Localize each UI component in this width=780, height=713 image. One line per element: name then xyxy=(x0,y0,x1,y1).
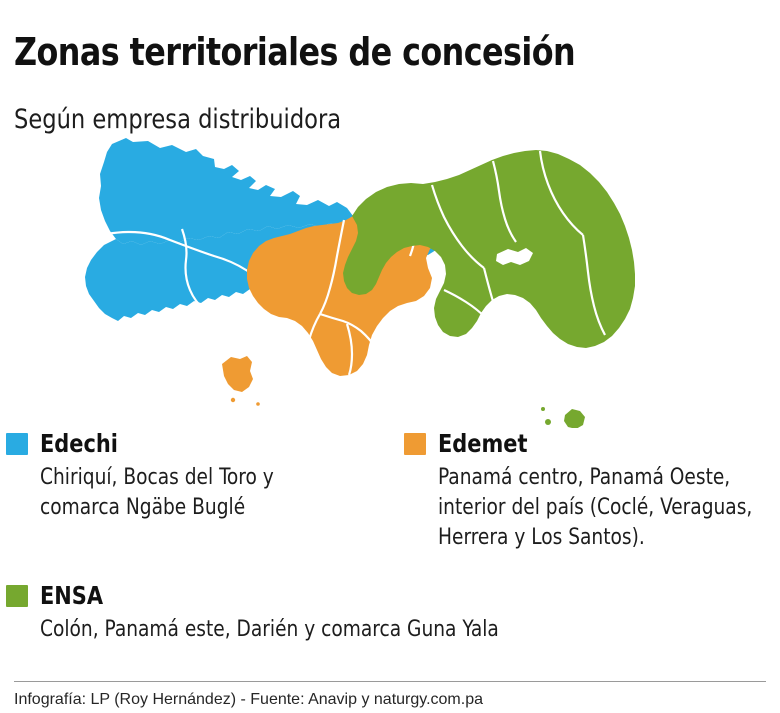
map-islet-1 xyxy=(230,397,236,403)
map-boundary-herrera-lossantos xyxy=(345,323,354,376)
legend-item-edechi: Edechi Chiriquí, Bocas del Toro y comarc… xyxy=(6,431,386,523)
map-boundary-darien-west xyxy=(443,288,487,319)
map-svg xyxy=(85,138,635,428)
legend-swatch-ensa-icon xyxy=(6,585,28,607)
legend-head-edechi: Edechi xyxy=(6,431,386,457)
map-legend: Edechi Chiriquí, Bocas del Toro y comarc… xyxy=(0,425,780,675)
map-islet-2 xyxy=(256,402,260,406)
legend-description-edechi: Chiriquí, Bocas del Toro y comarca Ngäbe… xyxy=(40,465,274,520)
legend-description-ensa: Colón, Panamá este, Darién y comarca Gun… xyxy=(40,617,499,642)
map-boundary-chiriqui-ngabe xyxy=(180,228,206,311)
footer-divider xyxy=(14,681,766,682)
map-lake-gatun xyxy=(432,156,467,172)
legend-name-ensa: ENSA xyxy=(40,581,104,610)
legend-name-edechi: Edechi xyxy=(40,429,118,458)
map-area-bocas-del-toro xyxy=(99,138,353,245)
map-boundary-panamaeste-darien xyxy=(581,234,606,336)
legend-item-edemet: Edemet Panamá centro, Panamá Oeste, inte… xyxy=(404,431,776,553)
map-islet-perlas-1 xyxy=(545,419,551,425)
map-boundary-azuero-west xyxy=(304,313,321,369)
map-lake-bayano xyxy=(496,248,533,265)
map-area-colon-gunayala-darien xyxy=(343,150,635,348)
map-boundary-veraguas-cocle xyxy=(319,219,346,315)
map-boundary-gunayala-panamaeste xyxy=(538,150,584,236)
legend-name-edemet: Edemet xyxy=(438,429,528,458)
legend-swatch-edechi-icon xyxy=(6,433,28,455)
panama-concession-map xyxy=(0,128,780,428)
legend-description-edemet: Panamá centro, Panamá Oeste, interior de… xyxy=(438,465,753,550)
legend-head-edemet: Edemet xyxy=(404,431,776,457)
map-boundary-darien-south xyxy=(482,267,504,325)
map-boundary-colon-panama xyxy=(430,184,485,269)
map-area-interior-azuero xyxy=(247,193,538,376)
footer-credit: Infografía: LP (Roy Hernández) - Fuente:… xyxy=(14,691,483,708)
legend-item-ensa: ENSA Colón, Panamá este, Darién y comarc… xyxy=(6,583,706,645)
map-boundary-colon-gunayala xyxy=(491,160,517,243)
page-subtitle: Según empresa distribuidora xyxy=(14,104,342,136)
legend-head-ensa: ENSA xyxy=(6,583,706,609)
page-title: Zonas territoriales de concesión xyxy=(14,30,576,75)
map-region-ensa xyxy=(343,150,635,428)
map-area-isla-coiba xyxy=(222,356,253,392)
map-boundary-veraguas-herrera xyxy=(319,312,377,349)
map-area-islas-perlas-big xyxy=(564,409,585,428)
legend-swatch-edemet-icon xyxy=(404,433,426,455)
map-islet-perlas-3 xyxy=(541,407,545,411)
